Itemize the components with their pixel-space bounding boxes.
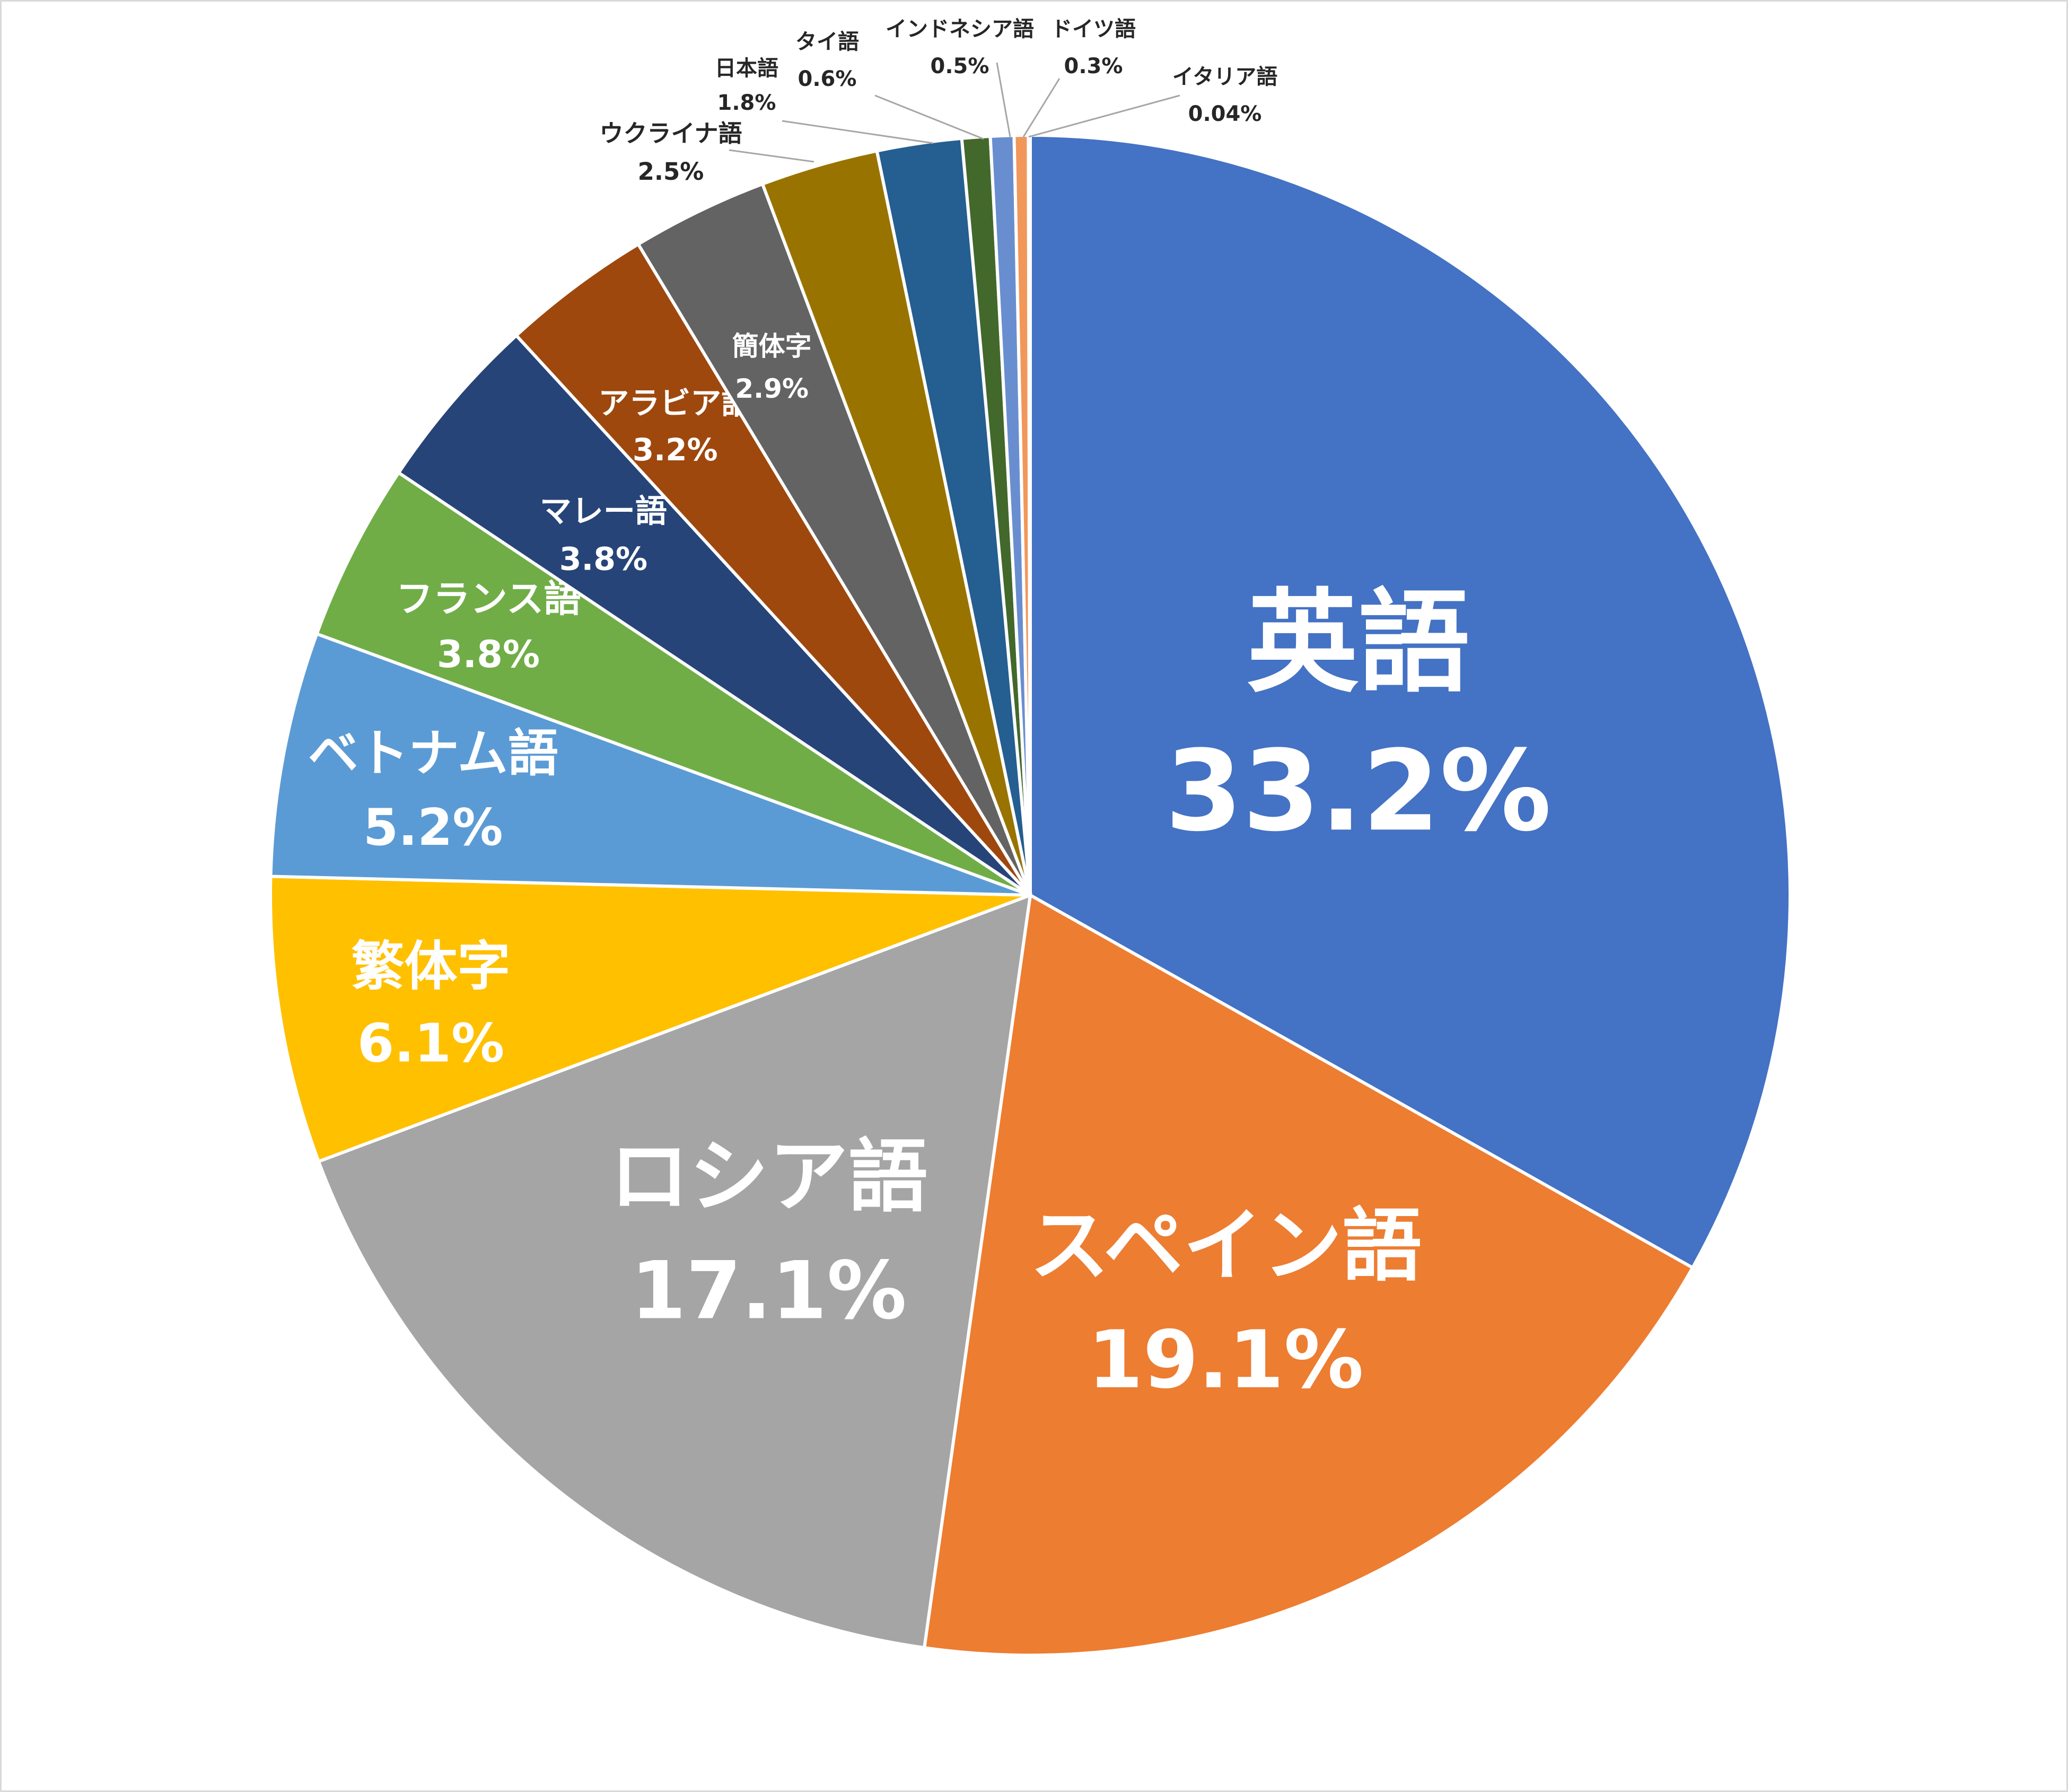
pie-slice-0 — [1029, 133, 1792, 1270]
slice-percent-label: 2.9% — [735, 373, 809, 404]
pie-slice-5 — [314, 470, 1031, 897]
slice-label-6: マレー語 3.8% — [540, 493, 667, 578]
slice-name-label: ベトナム語 — [308, 724, 558, 783]
slice-name-label: マレー語 — [540, 493, 667, 530]
slice-label-2: ロシア語 17.1% — [610, 1131, 928, 1337]
leader-line — [729, 149, 814, 163]
slice-percent-label: 2.5% — [638, 158, 704, 186]
slice-name-label: 簡体字 — [732, 331, 812, 362]
slice-percent-label: 0.6% — [798, 67, 857, 91]
leader-line — [874, 94, 984, 140]
pie-slice-6 — [396, 333, 1032, 897]
slice-name-label: 繁体字 — [351, 935, 510, 997]
leader-line — [1028, 94, 1180, 138]
slice-name-label: インドネシア語 — [886, 17, 1034, 41]
slice-name-label: イタリア語 — [1172, 65, 1277, 89]
slice-percent-label: 19.1% — [1088, 1314, 1363, 1406]
slice-label-10: 日本語 1.8% — [715, 56, 934, 144]
slice-name-label: ドイツ語 — [1051, 17, 1136, 41]
pie-slice-8 — [636, 182, 1032, 896]
slice-percent-label: 3.8% — [437, 633, 540, 676]
slice-percent-label: 17.1% — [630, 1245, 906, 1337]
slice-label-1: スペイン語 19.1% — [1030, 1200, 1422, 1406]
slice-label-9: ウクライナ語 2.5% — [599, 119, 814, 186]
slice-label-14: イタリア語 0.04% — [1028, 65, 1277, 138]
slice-label-13: ドイツ語 0.3% — [1022, 17, 1136, 137]
slice-percent-label: 3.2% — [633, 432, 718, 468]
slice-name-label: フランス語 — [396, 577, 581, 620]
slice-label-12: インドネシア語 0.5% — [886, 17, 1034, 137]
slice-label-3: 繁体字 6.1% — [351, 935, 510, 1074]
leader-line — [782, 120, 934, 144]
slice-percent-label: 3.8% — [559, 540, 647, 578]
slice-label-8: 簡体字 2.9% — [732, 331, 812, 404]
slice-name-label: ウクライナ語 — [599, 119, 742, 147]
pie-slice-2 — [316, 893, 1032, 1650]
slice-name-label: 日本語 — [715, 56, 778, 81]
slice-name-label: ロシア語 — [610, 1131, 928, 1223]
slice-name-label: タイ語 — [795, 30, 859, 54]
leader-line — [1022, 78, 1061, 137]
slice-percent-label: 0.04% — [1188, 102, 1262, 126]
slice-percent-label: 5.2% — [363, 799, 503, 857]
slice-percent-label: 1.8% — [717, 91, 776, 115]
leader-line — [996, 62, 1011, 137]
slice-name-label: 英語 — [1247, 578, 1469, 707]
pie-slice-14 — [1027, 133, 1032, 896]
slice-label-11: タイ語 0.6% — [795, 30, 984, 140]
slice-percent-label: 6.1% — [357, 1012, 504, 1074]
pie-slice-1 — [922, 893, 1695, 1657]
slice-name-label: スペイン語 — [1030, 1200, 1422, 1292]
pie-slice-3 — [269, 875, 1031, 1164]
pie-slice-4 — [269, 632, 1031, 897]
slice-percent-label: 0.5% — [931, 54, 989, 78]
pie-slice-7 — [514, 242, 1032, 897]
slice-label-4: ベトナム語 5.2% — [308, 724, 558, 857]
slice-label-0: 英語 33.2% — [1165, 578, 1552, 856]
slice-label-5: フランス語 3.8% — [396, 577, 581, 676]
slice-percent-label: 0.3% — [1064, 54, 1123, 78]
slice-percent-label: 33.2% — [1165, 726, 1552, 856]
